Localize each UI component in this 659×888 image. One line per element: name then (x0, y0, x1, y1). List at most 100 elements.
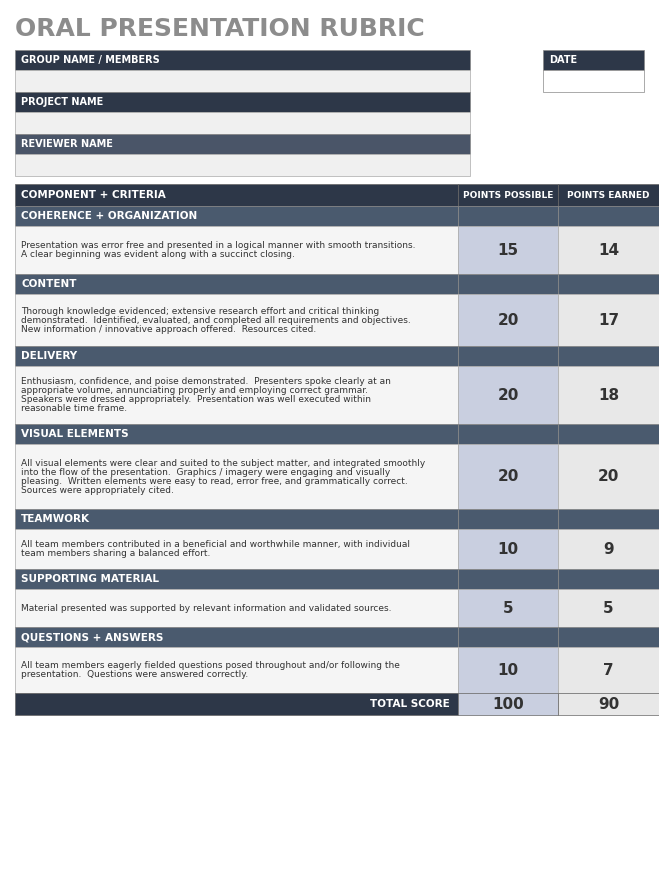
Bar (15, 346, 458, 366)
Bar (558, 647, 659, 693)
Bar (458, 424, 558, 444)
Bar (558, 589, 659, 627)
Text: CONTENT: CONTENT (21, 279, 76, 289)
Text: 15: 15 (498, 242, 519, 258)
Bar (458, 444, 558, 509)
Text: 20: 20 (498, 387, 519, 402)
Text: 10: 10 (498, 542, 519, 557)
Bar (15, 70, 470, 92)
Bar (15, 50, 470, 70)
Bar (15, 693, 458, 715)
Bar (458, 569, 558, 589)
Bar (15, 226, 458, 274)
Text: DELIVERY: DELIVERY (21, 351, 77, 361)
Bar (558, 569, 659, 589)
Text: Enthusiasm, confidence, and poise demonstrated.  Presenters spoke clearly at an: Enthusiasm, confidence, and poise demons… (21, 377, 391, 386)
Bar (558, 274, 659, 294)
Text: 100: 100 (492, 696, 524, 711)
Text: 7: 7 (603, 662, 614, 678)
Text: TEAMWORK: TEAMWORK (21, 514, 90, 524)
Text: QUESTIONS + ANSWERS: QUESTIONS + ANSWERS (21, 632, 163, 642)
Bar (558, 693, 659, 715)
Bar (458, 366, 558, 424)
Bar (458, 206, 558, 226)
Bar (558, 529, 659, 569)
Text: VISUAL ELEMENTS: VISUAL ELEMENTS (21, 429, 129, 439)
Bar (15, 206, 458, 226)
Text: TOTAL SCORE: TOTAL SCORE (370, 699, 450, 709)
Bar (15, 184, 458, 206)
Bar (15, 529, 458, 569)
Bar (15, 154, 470, 176)
Text: 20: 20 (498, 313, 519, 328)
Bar (458, 647, 558, 693)
Bar (15, 92, 470, 112)
Text: All team members contributed in a beneficial and worthwhile manner, with individ: All team members contributed in a benefi… (21, 540, 410, 549)
Bar (15, 366, 458, 424)
Bar (15, 112, 470, 134)
Bar (458, 589, 558, 627)
Bar (543, 50, 644, 70)
Text: team members sharing a balanced effort.: team members sharing a balanced effort. (21, 549, 210, 558)
Bar (15, 569, 458, 589)
Text: Material presented was supported by relevant information and validated sources.: Material presented was supported by rele… (21, 604, 391, 613)
Bar (15, 424, 458, 444)
Bar (458, 346, 558, 366)
Bar (458, 529, 558, 569)
Bar (543, 70, 644, 92)
Bar (558, 627, 659, 647)
Bar (15, 647, 458, 693)
Bar (458, 274, 558, 294)
Text: All visual elements were clear and suited to the subject matter, and integrated : All visual elements were clear and suite… (21, 458, 425, 467)
Text: reasonable time frame.: reasonable time frame. (21, 404, 127, 413)
Text: A clear beginning was evident along with a succinct closing.: A clear beginning was evident along with… (21, 250, 295, 259)
Text: REVIEWER NAME: REVIEWER NAME (21, 139, 113, 149)
Text: DATE: DATE (549, 55, 577, 65)
Bar (558, 206, 659, 226)
Bar (15, 444, 458, 509)
Bar (458, 226, 558, 274)
Bar (558, 184, 659, 206)
Text: into the flow of the presentation.  Graphics / imagery were engaging and visuall: into the flow of the presentation. Graph… (21, 467, 390, 477)
Text: 14: 14 (598, 242, 619, 258)
Text: ORAL PRESENTATION RUBRIC: ORAL PRESENTATION RUBRIC (15, 17, 425, 41)
Bar (458, 627, 558, 647)
Text: Thorough knowledge evidenced; extensive research effort and critical thinking: Thorough knowledge evidenced; extensive … (21, 306, 379, 315)
Text: COMPONENT + CRITERIA: COMPONENT + CRITERIA (21, 190, 166, 200)
Text: GROUP NAME / MEMBERS: GROUP NAME / MEMBERS (21, 55, 159, 65)
Bar (558, 294, 659, 346)
Text: New information / innovative approach offered.  Resources cited.: New information / innovative approach of… (21, 324, 316, 334)
Text: POINTS EARNED: POINTS EARNED (567, 191, 650, 200)
Text: pleasing.  Written elements were easy to read, error free, and grammatically cor: pleasing. Written elements were easy to … (21, 477, 408, 486)
Bar (558, 346, 659, 366)
Text: demonstrated.  Identified, evaluated, and completed all requirements and objecti: demonstrated. Identified, evaluated, and… (21, 315, 411, 324)
Bar (458, 184, 558, 206)
Text: 18: 18 (598, 387, 619, 402)
Text: COHERENCE + ORGANIZATION: COHERENCE + ORGANIZATION (21, 211, 197, 221)
Bar (458, 693, 558, 715)
Text: Sources were appropriately cited.: Sources were appropriately cited. (21, 486, 174, 495)
Text: SUPPORTING MATERIAL: SUPPORTING MATERIAL (21, 574, 159, 584)
Bar (558, 366, 659, 424)
Text: appropriate volume, annunciating properly and employing correct grammar.: appropriate volume, annunciating properl… (21, 386, 368, 395)
Bar (458, 294, 558, 346)
Text: 5: 5 (503, 600, 513, 615)
Bar (15, 134, 470, 154)
Text: 9: 9 (603, 542, 614, 557)
Text: 10: 10 (498, 662, 519, 678)
Bar (558, 424, 659, 444)
Bar (15, 274, 458, 294)
Text: PROJECT NAME: PROJECT NAME (21, 97, 103, 107)
Bar (15, 589, 458, 627)
Bar (558, 226, 659, 274)
Bar (558, 444, 659, 509)
Bar (458, 509, 558, 529)
Text: 20: 20 (598, 469, 619, 484)
Bar (15, 294, 458, 346)
Text: All team members eagerly fielded questions posed throughout and/or following the: All team members eagerly fielded questio… (21, 661, 400, 670)
Text: presentation.  Questions were answered correctly.: presentation. Questions were answered co… (21, 670, 248, 679)
Text: 90: 90 (598, 696, 619, 711)
Bar (15, 627, 458, 647)
Text: Speakers were dressed appropriately.  Presentation was well executed within: Speakers were dressed appropriately. Pre… (21, 395, 371, 404)
Text: Presentation was error free and presented in a logical manner with smooth transi: Presentation was error free and presente… (21, 241, 416, 250)
